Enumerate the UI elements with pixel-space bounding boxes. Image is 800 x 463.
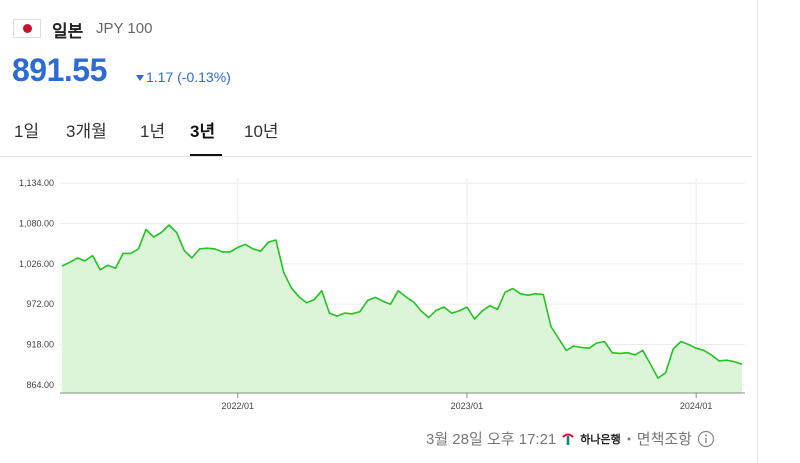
area-fill bbox=[62, 225, 742, 393]
x-tick-label: 2023/01 bbox=[451, 401, 484, 411]
change: 1.17 (-0.13%) bbox=[136, 69, 231, 85]
x-tick-label: 2024/01 bbox=[680, 401, 713, 411]
flag-icon bbox=[13, 19, 41, 38]
change-value: 1.17 bbox=[146, 69, 174, 85]
timestamp: 3월 28일 오후 17:21 bbox=[426, 431, 557, 448]
x-tick-label: 2022/01 bbox=[221, 401, 254, 411]
tab-underline bbox=[190, 154, 222, 156]
currency-unit: JPY 100 bbox=[96, 20, 153, 37]
tab[interactable]: 3개월 bbox=[66, 122, 107, 141]
tab[interactable]: 1년 bbox=[140, 122, 166, 141]
line bbox=[61, 224, 743, 379]
bank-name: 하나은행 bbox=[580, 433, 621, 446]
y-tick-label: 864.00 bbox=[26, 380, 54, 390]
y-tick-label: 1,134.00 bbox=[19, 178, 54, 188]
tab[interactable]: 1일 bbox=[14, 122, 40, 141]
footer: 3월 28일 오후 17:21 하나은행 면책조항 bbox=[426, 428, 715, 449]
info-icon[interactable] bbox=[697, 430, 715, 448]
y-tick-label: 1,080.00 bbox=[19, 219, 54, 229]
price: 891.55 bbox=[12, 52, 107, 88]
currency-name: 일본 bbox=[52, 22, 84, 41]
tab[interactable]: 3년 bbox=[190, 122, 216, 141]
chart: 864.00 918.00 972.00 1,026.00 1,080.00 1,134.… bbox=[19, 178, 745, 411]
y-tick-label: 972.00 bbox=[26, 299, 54, 309]
divider bbox=[0, 156, 752, 157]
tab[interactable]: 10년 bbox=[244, 122, 279, 141]
change-pct: (-0.13%) bbox=[177, 69, 231, 85]
y-tick-label: 1,026.00 bbox=[19, 259, 54, 269]
border bbox=[757, 0, 758, 463]
down-arrow bbox=[136, 75, 144, 82]
separator bbox=[627, 437, 631, 440]
bank-logo bbox=[562, 433, 574, 445]
y-tick-label: 918.00 bbox=[26, 339, 54, 349]
disclaimer[interactable]: 면책조항 bbox=[636, 431, 692, 448]
